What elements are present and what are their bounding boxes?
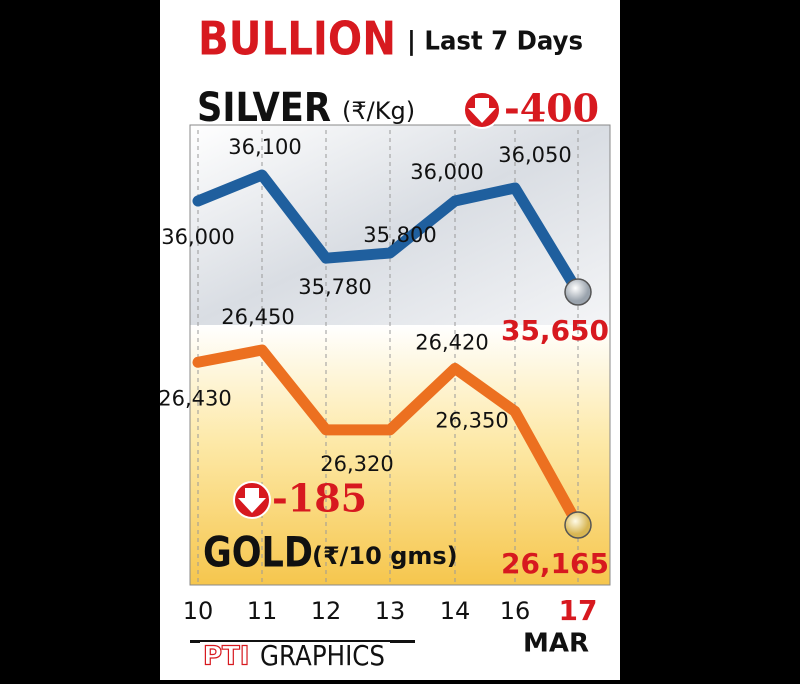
footer-bg xyxy=(200,642,390,672)
value-label: 26,450 xyxy=(221,305,294,329)
end-point xyxy=(564,511,592,539)
value-label: 35,800 xyxy=(363,223,436,247)
x-tick-label: 11 xyxy=(247,597,278,625)
value-label: 36,100 xyxy=(228,135,301,159)
series-name: SILVER xyxy=(197,85,331,131)
value-label: 36,000 xyxy=(161,225,234,249)
x-unit: MAR xyxy=(523,629,589,659)
footer-rule xyxy=(190,640,415,643)
down-arrow xyxy=(468,98,496,123)
value-label: 26,430 xyxy=(158,386,231,410)
series-unit: (₹/Kg) xyxy=(342,97,415,125)
down-arrow xyxy=(238,488,266,513)
subtitle: | Last 7 Days xyxy=(407,27,583,57)
end-value-label: 26,165 xyxy=(501,547,609,580)
value-label: 26,350 xyxy=(435,408,508,432)
x-tick-label: 13 xyxy=(375,597,406,625)
value-label: 26,320 xyxy=(320,452,393,476)
plot-frame xyxy=(189,124,611,586)
value-label: 35,780 xyxy=(298,275,371,299)
series-change: -185 xyxy=(272,476,367,521)
x-tick-label: 12 xyxy=(311,597,342,625)
x-tick-label: 14 xyxy=(440,597,471,625)
end-point xyxy=(564,278,592,306)
value-label: 36,000 xyxy=(410,160,483,184)
series-name: GOLD xyxy=(203,528,313,577)
x-tick-label: 17 xyxy=(559,594,598,627)
series-line xyxy=(192,344,584,531)
series-change: -400 xyxy=(504,86,599,131)
title: BULLION xyxy=(198,12,396,66)
footer-text: GRAPHICS xyxy=(260,639,385,672)
x-tick-label: 16 xyxy=(500,597,531,625)
footer-logo: PTI xyxy=(203,642,249,672)
grid xyxy=(197,130,579,585)
series-line xyxy=(192,169,584,298)
series-unit: (₹/10 gms) xyxy=(312,542,458,570)
value-label: 36,050 xyxy=(498,143,571,167)
end-value-label: 35,650 xyxy=(501,314,609,347)
value-label: 26,420 xyxy=(415,330,488,354)
x-tick-label: 10 xyxy=(183,597,214,625)
